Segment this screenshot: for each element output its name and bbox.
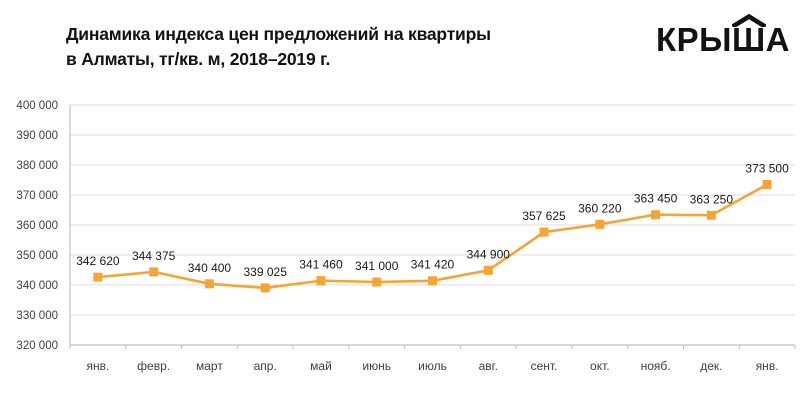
logo-text-right: А xyxy=(765,21,790,58)
x-tick-label: дек. xyxy=(700,359,722,373)
data-point-label: 341 420 xyxy=(411,258,455,272)
data-point-label: 341 460 xyxy=(299,258,343,272)
data-point-marker xyxy=(149,267,159,277)
y-tick-label: 340 000 xyxy=(16,280,58,292)
y-tick-label: 360 000 xyxy=(16,220,58,232)
y-tick-label: 400 000 xyxy=(16,100,58,112)
data-point-label: 363 250 xyxy=(690,192,734,206)
data-point-marker xyxy=(93,272,103,282)
x-tick-label: нояб. xyxy=(641,359,671,373)
krysha-logo: КРЫ ША xyxy=(656,14,790,59)
data-point-label: 357 625 xyxy=(522,209,566,223)
data-point-marker xyxy=(204,279,214,289)
data-point-marker xyxy=(706,210,716,220)
x-tick-label: авг. xyxy=(479,359,498,373)
data-point-label: 339 025 xyxy=(243,265,287,279)
x-tick-label: апр. xyxy=(254,359,277,373)
logo-text-left: КРЫ xyxy=(656,21,732,58)
data-point-label: 363 450 xyxy=(634,192,678,206)
roof-icon xyxy=(731,14,766,27)
logo-sh-letter: Ш xyxy=(731,14,766,59)
data-point-marker xyxy=(762,180,772,189)
y-tick-label: 350 000 xyxy=(16,250,58,262)
x-tick-label: июль xyxy=(418,359,447,373)
data-point-label: 340 400 xyxy=(188,261,232,275)
x-tick-label: февр. xyxy=(137,359,170,373)
data-point-label: 342 620 xyxy=(76,254,120,268)
x-tick-label: май xyxy=(310,359,332,373)
data-point-marker xyxy=(260,283,270,293)
data-point-label: 344 375 xyxy=(132,249,176,263)
y-tick-label: 320 000 xyxy=(16,340,58,352)
data-point-label: 344 900 xyxy=(467,247,511,261)
data-point-label: 341 000 xyxy=(355,259,399,273)
data-point-marker xyxy=(483,265,493,275)
x-tick-label: сент. xyxy=(531,359,558,373)
data-point-marker xyxy=(595,219,605,229)
x-tick-label: июнь xyxy=(362,359,391,373)
chart-title-line1: Динамика индекса цен предложений на квар… xyxy=(66,24,491,44)
x-tick-label: янв. xyxy=(756,359,779,373)
chart-title: Динамика индекса цен предложений на квар… xyxy=(66,22,491,72)
y-tick-label: 370 000 xyxy=(16,190,58,202)
data-point-marker xyxy=(651,210,661,220)
x-tick-label: март xyxy=(196,359,223,373)
y-tick-label: 390 000 xyxy=(16,130,58,142)
data-point-label: 360 220 xyxy=(578,201,622,215)
data-point-marker xyxy=(428,276,437,286)
y-tick-label: 330 000 xyxy=(16,310,58,322)
x-tick-label: окт. xyxy=(590,359,610,373)
data-point-label: 373 500 xyxy=(745,162,789,176)
data-point-marker xyxy=(372,277,382,287)
data-point-marker xyxy=(316,276,326,286)
logo-sh-glyph: Ш xyxy=(731,21,766,58)
x-tick-label: янв. xyxy=(86,359,109,373)
chart-title-line2: в Алматы, тг/кв. м, 2018–2019 г. xyxy=(66,49,331,69)
y-tick-label: 380 000 xyxy=(16,160,58,172)
data-point-marker xyxy=(539,227,549,237)
